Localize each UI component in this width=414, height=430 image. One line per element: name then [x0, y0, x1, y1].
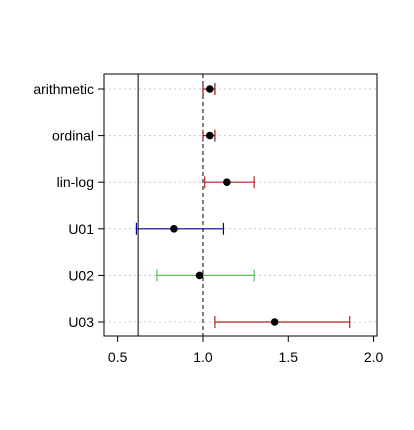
point-estimate-U03 [270, 318, 279, 326]
grid-lines [104, 88, 377, 323]
ci-U02 [156, 269, 255, 282]
point-estimate-U02 [195, 271, 204, 280]
x-axis: 0.5 1.0 1.5 2.0 [108, 336, 384, 365]
y-tick-label-U03: U03 [68, 314, 94, 330]
y-tick-label-U02: U02 [68, 267, 94, 283]
point-estimate-ordinal [205, 131, 214, 140]
point-estimate-lin-log [223, 178, 231, 187]
y-tick-label-U01: U01 [68, 221, 94, 237]
ci-U01 [135, 222, 225, 235]
point-estimate-arithmetic [205, 85, 214, 93]
plot-frame [103, 73, 378, 337]
y-tick-label-lin-log: lin-log [57, 174, 94, 190]
ci-U03 [214, 316, 351, 328]
x-tick-label-2.0: 2.0 [364, 349, 384, 365]
y-tick-label-arithmetic: arithmetic [33, 81, 94, 97]
point-estimates [170, 85, 279, 326]
x-tick-label-0.5: 0.5 [108, 349, 128, 365]
x-tick-label-1.5: 1.5 [279, 349, 299, 365]
confidence-intervals [135, 83, 351, 328]
y-axis: arithmetic ordinal lin-log U01 U02 U03 [33, 81, 104, 330]
x-tick-label-1.0: 1.0 [193, 349, 213, 365]
y-tick-label-ordinal: ordinal [52, 128, 94, 144]
point-estimate-U01 [170, 225, 178, 233]
reference-lines [137, 74, 204, 336]
